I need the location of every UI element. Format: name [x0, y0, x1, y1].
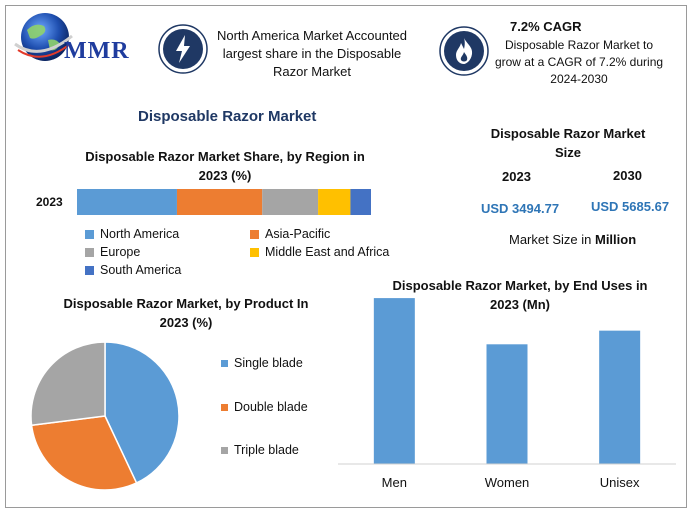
legend-label: Single blade [234, 356, 303, 370]
enduse-tick-label: Men [382, 475, 407, 490]
pie-slice-single-blade [104, 341, 180, 484]
main-title: Disposable Razor Market [138, 108, 317, 125]
legend-label: South America [100, 263, 182, 277]
legend-label: North America [100, 227, 180, 241]
region-bar-segment-europe [262, 189, 319, 215]
mmr-logo: MMR [10, 10, 140, 66]
region-bar-segment-north-america [77, 189, 177, 215]
region-legend: North America Asia-Pacific Europe Middle… [85, 227, 405, 279]
legend-swatch [221, 446, 228, 454]
legend-swatch [221, 359, 228, 367]
region-bar-segment-middle-east-and-africa [318, 189, 351, 215]
region-category-label: 2023 [36, 195, 63, 209]
size-value-2023: USD 3494.77 [481, 201, 560, 216]
legend-swatch [85, 247, 94, 257]
legend-swatch [85, 265, 94, 275]
legend-europe: Europe [85, 245, 140, 259]
product-chart-title: Disposable Razor Market, by Product In 2… [63, 296, 309, 330]
enduse-tick-label: Women [485, 475, 530, 490]
legend-triple-blade: Triple blade [221, 443, 299, 457]
region-chart-title: Disposable Razor Market Share, by Region… [85, 149, 365, 183]
lightning-bolt-icon [176, 35, 190, 63]
region-icon-badge [154, 24, 212, 74]
legend-label: Asia-Pacific [265, 227, 331, 241]
pie-slice-triple-blade [30, 341, 106, 427]
region-note: North America Market Accounted largest s… [216, 28, 408, 79]
legend-north-america: North America [85, 227, 179, 241]
enduse-chart-title: Disposable Razor Market, by End Uses in … [392, 278, 648, 312]
globe-icon [14, 13, 73, 61]
size-panel-title: Disposable Razor Market Size [490, 126, 646, 160]
region-stacked-bar [77, 189, 371, 215]
legend-swatch [221, 403, 228, 411]
region-bar-segment-south-america [350, 189, 371, 215]
size-year-2030: 2030 [613, 168, 642, 183]
legend-swatch [85, 229, 94, 239]
logo-text: MMR [64, 38, 130, 64]
cagr-title: 7.2% CAGR [510, 19, 582, 34]
legend-single-blade: Single blade [221, 356, 303, 370]
size-unit-prefix: Market Size in [509, 232, 595, 247]
pie-slice-double-blade [30, 415, 138, 491]
legend-south-america: South America [85, 263, 181, 277]
enduse-tick-label: Unisex [600, 475, 640, 490]
size-unit-bold: Million [594, 232, 637, 247]
legend-swatch [250, 247, 259, 257]
pie-legend: Single blade Double blade Triple blade [221, 356, 331, 466]
legend-label: Triple blade [234, 443, 299, 457]
legend-asia-pacific: Asia-Pacific [250, 227, 330, 241]
size-year-2023: 2023 [502, 169, 531, 184]
legend-double-blade: Double blade [221, 400, 308, 414]
enduse-bar-women [486, 344, 528, 464]
region-bar-segment-asia-pacific [176, 189, 263, 215]
enduse-bar-chart: Men Women Unisex [338, 298, 676, 490]
size-unit-note: Market Size in Million [509, 232, 636, 247]
cagr-text: Disposable Razor Market to grow at a CAG… [494, 38, 664, 86]
legend-label: Middle East and Africa [265, 245, 390, 259]
legend-label: Double blade [234, 400, 308, 414]
legend-label: Europe [100, 245, 141, 259]
enduse-bar-unisex [599, 330, 641, 464]
product-pie-chart [30, 341, 180, 491]
legend-swatch [250, 229, 259, 239]
flame-icon [456, 38, 473, 64]
legend-middle-east-africa: Middle East and Africa [250, 245, 389, 259]
size-value-2030: USD 5685.67 [591, 199, 670, 214]
cagr-icon-badge [436, 26, 492, 76]
enduse-bar-men [373, 298, 415, 464]
